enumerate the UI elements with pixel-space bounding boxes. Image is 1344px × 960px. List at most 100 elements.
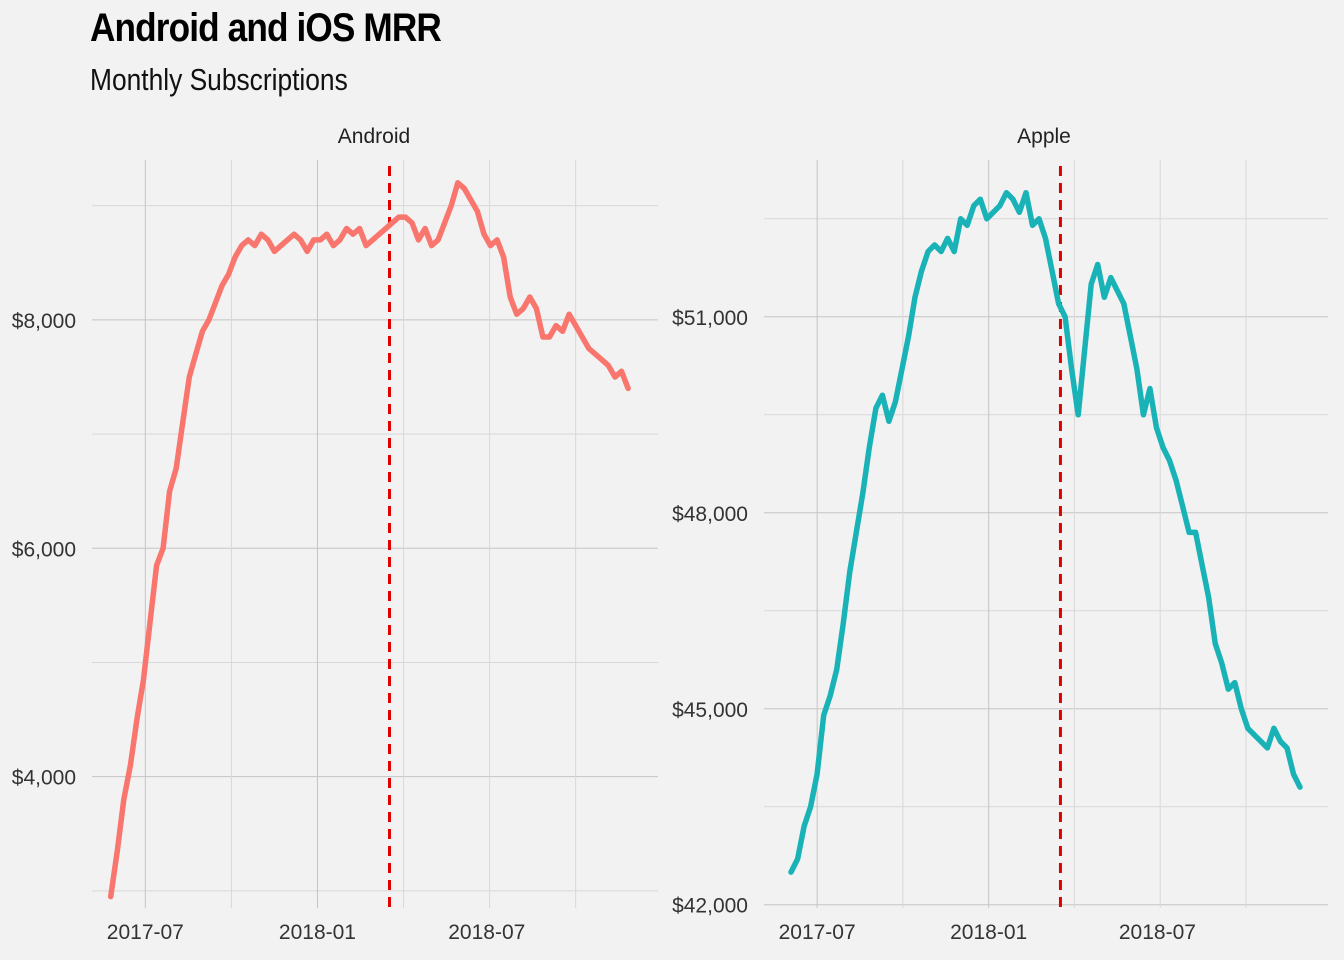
apple-data-point xyxy=(899,366,905,372)
apple-data-point xyxy=(1239,706,1244,711)
apple-data-point xyxy=(860,490,866,496)
apple-data-point xyxy=(1134,366,1140,372)
apple-data-point xyxy=(814,771,820,777)
android-data-point xyxy=(285,237,290,243)
android-y-tick-label: $6,000 xyxy=(12,538,76,561)
android-data-point xyxy=(573,323,578,328)
android-data-point xyxy=(449,203,454,208)
apple-data-point xyxy=(919,268,924,274)
panel-apple: Apple $42,000 $45,000 $48,000 $51,000 2017-… xyxy=(672,125,1328,944)
android-data-point xyxy=(298,237,303,243)
android-data-point xyxy=(115,848,120,854)
apple-data-point xyxy=(847,569,852,574)
android-data-point xyxy=(200,329,205,334)
apple-data-point xyxy=(1108,275,1113,280)
android-data-point xyxy=(468,197,474,203)
android-data-point xyxy=(547,334,552,340)
apple-data-point xyxy=(991,210,996,215)
apple-data-point xyxy=(1128,334,1133,339)
apple-x-tick-label: 2018-01 xyxy=(950,921,1027,944)
android-data-point xyxy=(232,254,238,260)
apple-data-point xyxy=(1082,347,1087,352)
apple-data-point xyxy=(1180,504,1185,509)
android-data-point xyxy=(514,311,519,317)
apple-data-point xyxy=(880,392,885,398)
android-data-point xyxy=(580,334,585,340)
apple-data-point xyxy=(1030,223,1035,228)
android-data-point xyxy=(272,249,277,254)
android-data-point xyxy=(134,717,140,722)
apple-data-point xyxy=(1147,386,1153,391)
android-data-point xyxy=(507,294,513,300)
android-data-point xyxy=(363,243,369,248)
android-data-point xyxy=(566,311,572,317)
apple-data-point xyxy=(1095,262,1100,267)
android-data-point xyxy=(350,232,356,237)
apple-data-point xyxy=(893,399,898,404)
android-data-point xyxy=(606,363,611,368)
android-mrr-line xyxy=(107,180,631,900)
android-data-point xyxy=(370,237,375,243)
android-data-point xyxy=(304,249,310,254)
apple-data-point xyxy=(841,621,846,627)
apple-data-point xyxy=(951,249,957,254)
android-data-point xyxy=(318,237,323,243)
apple-data-point xyxy=(1186,530,1192,535)
android-data-point xyxy=(625,386,631,391)
apple-data-point xyxy=(958,216,963,221)
apple-data-point xyxy=(1284,745,1290,751)
android-data-point xyxy=(396,214,402,220)
apple-data-point xyxy=(1056,301,1061,306)
apple-data-point xyxy=(1154,425,1159,431)
apple-data-point xyxy=(1226,686,1231,692)
apple-x-tick-labels: 2017-07 2018-01 2018-07 xyxy=(779,921,1196,944)
android-data-point xyxy=(187,374,192,380)
android-data-point xyxy=(377,232,382,237)
android-data-point xyxy=(167,488,172,494)
android-data-point xyxy=(121,797,127,802)
android-data-point xyxy=(206,317,212,323)
android-data-point xyxy=(540,334,546,340)
apple-data-point xyxy=(801,824,807,829)
android-data-point xyxy=(154,563,159,568)
apple-y-tick-label: $48,000 xyxy=(672,503,748,526)
apple-data-point xyxy=(1173,477,1179,483)
android-data-point xyxy=(501,254,506,260)
apple-data-point xyxy=(808,804,813,809)
android-data-point xyxy=(416,237,421,243)
android-data-point xyxy=(429,243,434,248)
apple-y-tick-label: $51,000 xyxy=(672,307,748,330)
android-data-point xyxy=(239,243,244,248)
android-data-point xyxy=(357,226,362,231)
android-data-point xyxy=(311,237,316,243)
android-data-point xyxy=(488,243,493,248)
android-data-point xyxy=(160,546,166,551)
android-data-point xyxy=(180,420,185,425)
strip-label-apple: Apple xyxy=(1017,125,1071,148)
apple-data-point xyxy=(965,223,970,228)
android-y-tick-labels: $4,000 $6,000 $8,000 xyxy=(12,310,76,790)
android-data-point xyxy=(534,306,539,311)
apple-data-point xyxy=(867,445,872,450)
apple-data-point xyxy=(1291,771,1296,777)
android-data-point xyxy=(586,346,591,351)
apple-data-point xyxy=(1278,739,1283,744)
android-x-tick-label: 2018-01 xyxy=(279,921,356,944)
apple-data-point xyxy=(1219,660,1224,666)
apple-data-point xyxy=(925,249,931,254)
apple-data-point xyxy=(1115,288,1120,293)
apple-data-point xyxy=(821,713,826,718)
android-data-point xyxy=(173,466,179,471)
android-data-point xyxy=(527,294,533,300)
android-data-point xyxy=(337,237,343,243)
android-gridlines xyxy=(92,160,658,908)
android-data-point xyxy=(291,232,297,237)
apple-data-point xyxy=(912,294,918,300)
apple-data-point xyxy=(1271,726,1277,731)
android-data-point xyxy=(390,220,395,226)
apple-data-point xyxy=(1102,294,1107,300)
android-data-point xyxy=(246,237,251,243)
apple-x-tick-label: 2018-07 xyxy=(1119,921,1196,944)
android-y-tick-label: $4,000 xyxy=(12,767,76,790)
